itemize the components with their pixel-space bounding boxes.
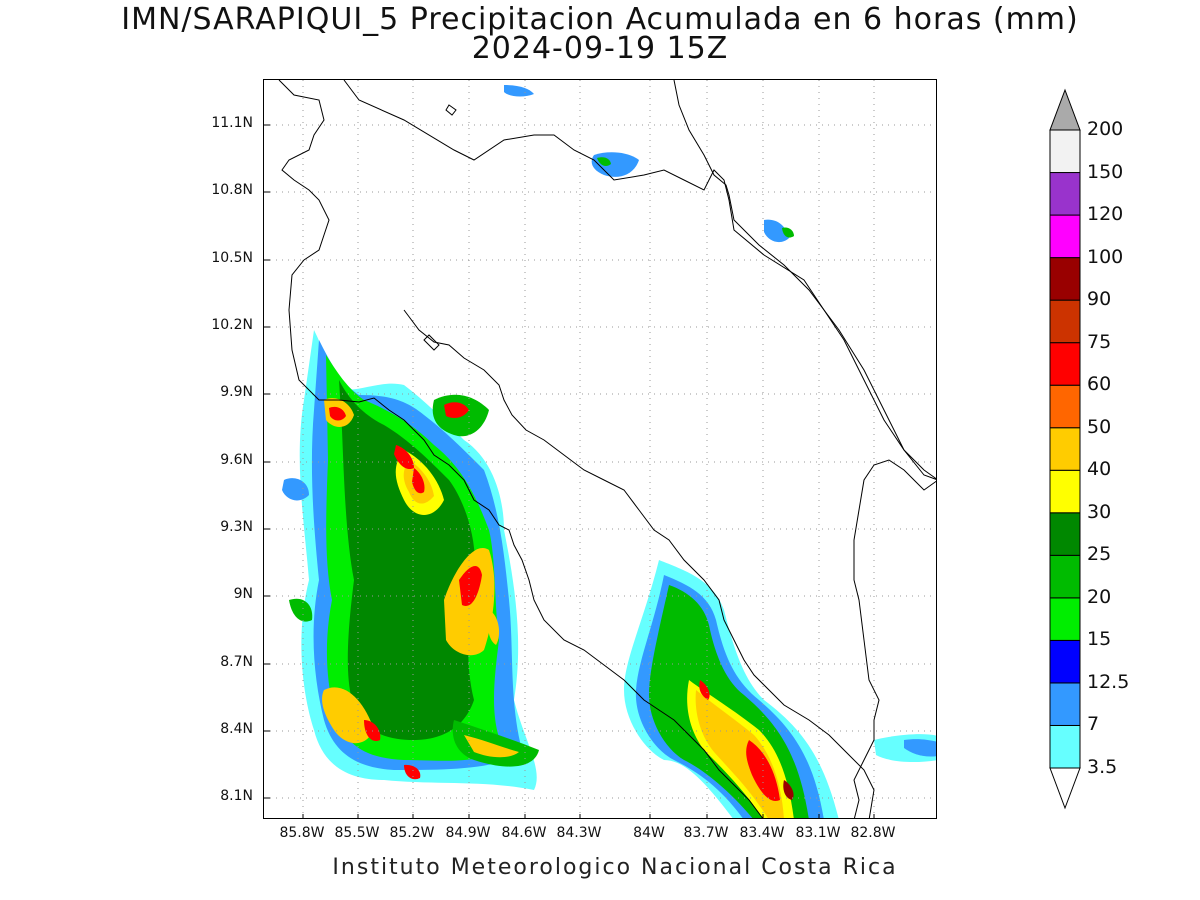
precip-cell xyxy=(597,157,611,166)
colorbar-segment xyxy=(1049,512,1081,556)
colorbar-level-label: 40 xyxy=(1087,458,1112,481)
latitude-label: 9.9N xyxy=(220,384,253,400)
colorbar-level-label: 100 xyxy=(1087,245,1124,268)
colorbar-segment xyxy=(1049,427,1081,471)
longitude-label: 83.7W xyxy=(683,825,729,841)
precip-cell xyxy=(329,406,346,421)
longitude-label: 84.3W xyxy=(556,825,602,841)
colorbar-segment xyxy=(1049,257,1081,301)
colorbar-min-triangle xyxy=(1049,767,1081,810)
longitude-label: 85.2W xyxy=(389,825,435,841)
latitude-label: 10.2N xyxy=(211,317,253,333)
border-path xyxy=(673,80,936,480)
coastline xyxy=(278,80,936,818)
longitude-label: 84.9W xyxy=(445,825,491,841)
map-title: IMN/SARAPIQUI_5 Precipitacion Acumulada … xyxy=(121,2,1079,37)
colorbar-segment xyxy=(1049,214,1081,259)
colorbar-segment xyxy=(1049,342,1081,386)
border-path xyxy=(853,459,936,818)
latitude-label: 10.5N xyxy=(211,250,253,266)
latitude-label: 8.1N xyxy=(220,788,253,804)
longitude-label: 85.5W xyxy=(334,825,380,841)
longitude-label: 83.1W xyxy=(795,825,841,841)
colorbar-level-label: 3.5 xyxy=(1087,756,1118,778)
colorbar-segment xyxy=(1049,469,1081,514)
coastline-path xyxy=(278,80,764,818)
color-scale-bar xyxy=(1049,88,1081,810)
grid-lines xyxy=(264,80,936,818)
precip-cell xyxy=(444,402,469,418)
latitude-label: 9.6N xyxy=(220,452,253,468)
colorbar-level-label: 12.5 xyxy=(1087,670,1130,693)
latitude-label: 10.8N xyxy=(211,182,253,198)
map-canvas xyxy=(264,80,936,818)
longitude-label: 84W xyxy=(633,825,665,841)
colorbar-level-label: 150 xyxy=(1087,160,1124,183)
precip-cell xyxy=(339,380,475,740)
colorbar-level-label: 75 xyxy=(1087,330,1112,353)
coastline-path xyxy=(423,334,440,351)
precip-cell xyxy=(782,227,794,238)
precipitation-field xyxy=(282,85,936,818)
colorbar-level-label: 20 xyxy=(1087,585,1112,608)
longitude-label: 85.8W xyxy=(279,825,325,841)
precip-cell xyxy=(404,764,421,780)
precip-cell xyxy=(412,468,425,494)
longitude-label: 82.8W xyxy=(850,825,896,841)
precip-cell xyxy=(904,739,936,757)
colorbar-segment xyxy=(1049,299,1081,344)
colorbar-level-label: 200 xyxy=(1087,118,1124,140)
latitude-label: 9N xyxy=(233,586,253,602)
longitude-label: 84.6W xyxy=(501,825,547,841)
colorbar-level-label: 25 xyxy=(1087,543,1112,566)
precipitation-map xyxy=(263,79,937,819)
coastline-path xyxy=(403,309,875,818)
colorbar-level-label: 120 xyxy=(1087,203,1124,226)
precip-cell xyxy=(699,680,710,700)
precip-cell xyxy=(504,85,534,97)
precip-cell xyxy=(459,565,482,606)
coastline-path xyxy=(343,80,936,480)
colorbar-segment xyxy=(1049,597,1081,641)
colorbar-segment xyxy=(1049,724,1081,769)
colorbar-level-label: 90 xyxy=(1087,288,1112,311)
colorbar-max-triangle xyxy=(1049,88,1081,131)
precip-cell xyxy=(289,598,313,622)
precip-cell xyxy=(764,219,789,243)
colorbar-level-label: 7 xyxy=(1087,713,1100,736)
precip-cell xyxy=(464,735,519,758)
colorbar-level-label: 15 xyxy=(1087,628,1112,651)
map-datetime: 2024-09-19 15Z xyxy=(471,31,729,66)
colorbar-segment xyxy=(1049,172,1081,216)
precip-cell xyxy=(322,687,374,744)
latitude-label: 8.7N xyxy=(220,654,253,670)
colorbar-segment xyxy=(1049,554,1081,599)
precip-cell xyxy=(487,610,500,645)
latitude-label: 9.3N xyxy=(220,519,253,535)
latitude-label: 11.1N xyxy=(211,115,253,131)
coastline-path xyxy=(445,104,457,116)
precip-cell xyxy=(452,720,539,767)
colorbar-segment xyxy=(1049,639,1081,684)
colorbar-level-label: 50 xyxy=(1087,415,1112,438)
footer-credit: Instituto Meteorologico Nacional Costa R… xyxy=(332,855,898,880)
colorbar-level-label: 30 xyxy=(1087,500,1112,523)
precip-cell xyxy=(783,780,794,800)
precip-cell xyxy=(282,478,309,501)
colorbar-segment xyxy=(1049,384,1081,429)
colorbar-segment xyxy=(1049,682,1081,726)
latitude-label: 8.4N xyxy=(220,721,253,737)
colorbar-segment xyxy=(1049,129,1081,174)
precip-cell xyxy=(394,445,414,470)
longitude-label: 83.4W xyxy=(739,825,785,841)
colorbar-level-label: 60 xyxy=(1087,373,1112,396)
